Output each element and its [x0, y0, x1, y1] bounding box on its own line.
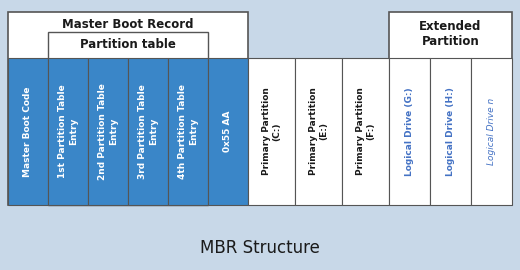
Text: Master Boot Record: Master Boot Record	[62, 18, 194, 31]
Bar	[208, 58, 248, 205]
Bar	[248, 58, 295, 205]
Text: Primary Partition
(F:): Primary Partition (F:)	[356, 87, 375, 176]
Bar	[471, 58, 512, 205]
Text: 1st Partition Table
Entry: 1st Partition Table Entry	[58, 85, 77, 178]
Bar	[8, 58, 48, 205]
Text: Extended
Partition: Extended Partition	[419, 20, 482, 48]
Bar	[430, 58, 471, 205]
Bar	[48, 58, 88, 205]
Text: 4th Partition Table
Entry: 4th Partition Table Entry	[178, 84, 198, 179]
Bar	[48, 32, 208, 205]
Bar	[88, 58, 128, 205]
Text: Primary Partition
(C:): Primary Partition (C:)	[262, 87, 281, 176]
Bar	[295, 58, 342, 205]
Bar	[8, 12, 248, 205]
Text: Primary Partition
(E:): Primary Partition (E:)	[309, 87, 328, 176]
Bar	[342, 58, 389, 205]
Bar	[168, 58, 208, 205]
Text: 0x55 AA: 0x55 AA	[224, 111, 232, 152]
Text: Master Boot Code: Master Boot Code	[23, 86, 32, 177]
Bar	[128, 58, 168, 205]
Text: 2nd Partition Table
Entry: 2nd Partition Table Entry	[98, 83, 118, 180]
Bar	[389, 12, 512, 205]
Text: Logical Drive (G:): Logical Drive (G:)	[405, 87, 414, 176]
Text: MBR Structure: MBR Structure	[200, 239, 320, 257]
Text: Logical Drive n: Logical Drive n	[487, 98, 496, 165]
Text: Partition table: Partition table	[80, 38, 176, 50]
Text: Logical Drive (H:): Logical Drive (H:)	[446, 87, 455, 176]
Text: 3rd Partition Table
Entry: 3rd Partition Table Entry	[138, 84, 158, 179]
Bar	[389, 58, 430, 205]
